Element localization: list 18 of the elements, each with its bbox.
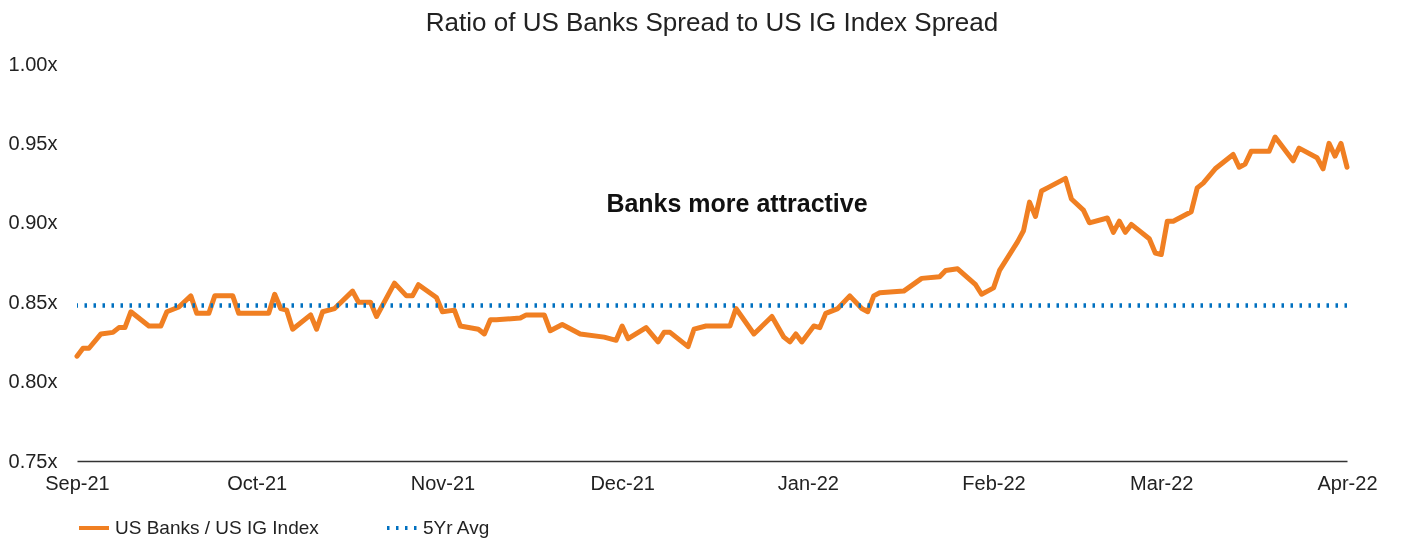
y-tick-label: 1.00x — [8, 52, 58, 75]
legend-label: US Banks / US IG Index — [115, 517, 320, 538]
x-tick-label: Mar-22 — [1130, 471, 1194, 494]
x-tick-label: Sep-21 — [45, 471, 110, 494]
x-tick-label: Apr-22 — [1317, 471, 1378, 494]
x-tick-label: Feb-22 — [962, 471, 1026, 494]
y-tick-label: 0.75x — [8, 449, 58, 472]
annotation: Banks more attractive — [606, 189, 868, 217]
x-tick-label: Oct-21 — [227, 471, 288, 494]
x-tick-label: Nov-21 — [410, 471, 476, 494]
x-tick-label: Jan-22 — [777, 471, 839, 494]
y-tick-label: 0.90x — [8, 211, 58, 234]
x-tick-label: Dec-21 — [590, 471, 655, 494]
y-tick-label: 0.95x — [8, 131, 58, 154]
legend-label: 5Yr Avg — [423, 517, 490, 538]
y-tick-label: 0.85x — [8, 290, 58, 313]
chart-title: Ratio of US Banks Spread to US IG Index Spread — [425, 7, 999, 37]
y-tick-label: 0.80x — [8, 370, 58, 393]
